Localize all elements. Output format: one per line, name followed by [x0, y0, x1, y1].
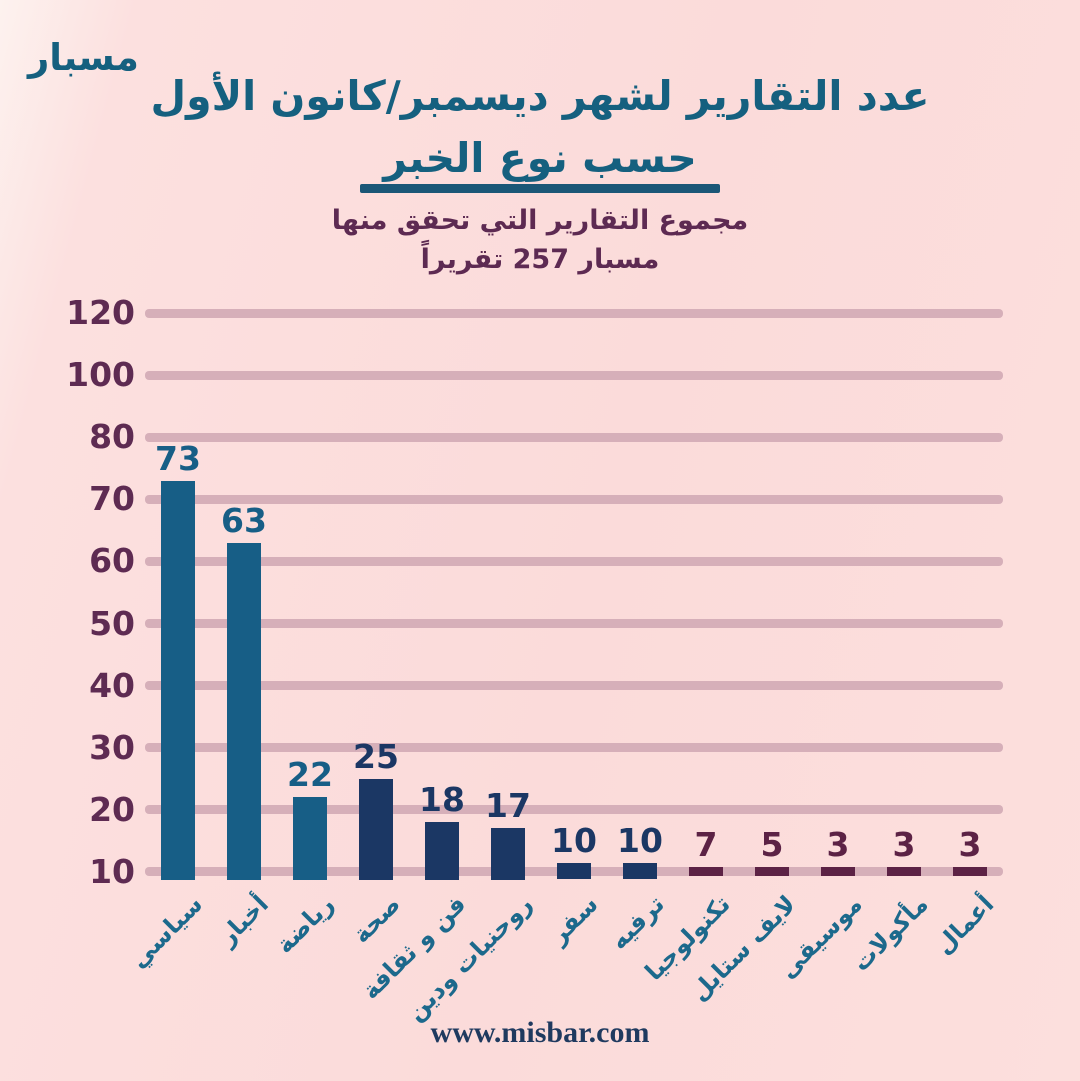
- gridline-30: [145, 743, 1003, 753]
- chart-subtitle: مجموع التقارير التي تحقق منها مسبار 257 …: [0, 201, 1080, 279]
- chart-subtitle-line1: مجموع التقارير التي تحقق منها: [331, 205, 749, 236]
- bar-12: [887, 867, 921, 877]
- bar-value-label-4: 25: [353, 736, 399, 776]
- chart-title: عدد التقارير لشهر ديسمبر/كانون الأول حسب…: [0, 66, 1080, 189]
- website-url: www.misbar.com: [430, 1016, 650, 1049]
- y-axis-label-10: 10: [89, 851, 135, 891]
- bar-value-label-10: 5: [760, 825, 784, 865]
- x-axis-label-13: أعمال: [930, 889, 1000, 960]
- bar-10: [755, 867, 789, 877]
- bar-3: [293, 797, 327, 880]
- gridline-70: [145, 494, 1003, 504]
- bar-13: [953, 867, 987, 877]
- bar-4: [359, 778, 393, 880]
- y-axis-label-60: 60: [89, 541, 135, 581]
- chart-title-line1: عدد التقارير لشهر ديسمبر/كانون الأول: [150, 72, 930, 120]
- gridline-120: [145, 308, 1003, 318]
- x-axis-label-4: صحة: [347, 889, 406, 949]
- gridline-40: [145, 681, 1003, 691]
- bar-value-label-7: 10: [551, 820, 597, 860]
- x-axis-label-7: سفر: [544, 889, 604, 950]
- bar-value-label-11: 3: [826, 825, 850, 865]
- x-axis-label-1: سياسي: [124, 889, 208, 974]
- y-axis-label-30: 30: [89, 727, 135, 767]
- bar-7: [557, 862, 591, 879]
- chart-subtitle-line2: مسبار 257 تقريراً: [420, 244, 660, 276]
- bar-9: [689, 867, 723, 877]
- bar-value-label-9: 7: [694, 825, 718, 865]
- gridline-60: [145, 556, 1003, 566]
- bar-2: [227, 542, 261, 880]
- x-axis-label-3: رياضة: [270, 889, 340, 959]
- bar-6: [491, 828, 525, 880]
- bar-1: [161, 480, 195, 880]
- y-axis-label-40: 40: [89, 665, 135, 705]
- bar-value-label-5: 18: [419, 780, 465, 820]
- title-divider: [360, 184, 720, 193]
- bar-value-label-12: 3: [892, 825, 916, 865]
- gridline-20: [145, 805, 1003, 815]
- y-axis-label-20: 20: [89, 789, 135, 829]
- y-axis-label-100: 100: [66, 355, 135, 395]
- bar-value-label-2: 63: [221, 500, 267, 540]
- bar-value-label-6: 17: [485, 786, 531, 826]
- y-axis-label-50: 50: [89, 603, 135, 643]
- bar-11: [821, 867, 855, 877]
- chart-title-line2: حسب نوع الخبر: [383, 133, 697, 182]
- bar-value-label-13: 3: [958, 825, 982, 865]
- gridline-80: [145, 432, 1003, 442]
- y-axis-label-80: 80: [89, 417, 135, 457]
- bar-value-label-1: 73: [155, 438, 201, 478]
- bar-value-label-3: 22: [287, 755, 333, 795]
- misbar-logo: مسبار: [28, 36, 139, 79]
- bar-8: [623, 862, 657, 879]
- gridline-50: [145, 619, 1003, 628]
- y-axis-label-120: 120: [66, 293, 135, 332]
- bar-chart: 120 100 80 70 60 50 40 30 20 10 73 سياسي 63 أخبار 22 ري…: [0, 293, 1080, 1026]
- bar-value-label-8: 10: [617, 820, 663, 860]
- gridline-100: [145, 370, 1003, 380]
- x-axis-label-2: أخبار: [212, 889, 274, 951]
- y-axis-label-70: 70: [89, 479, 135, 519]
- bar-5: [425, 822, 459, 880]
